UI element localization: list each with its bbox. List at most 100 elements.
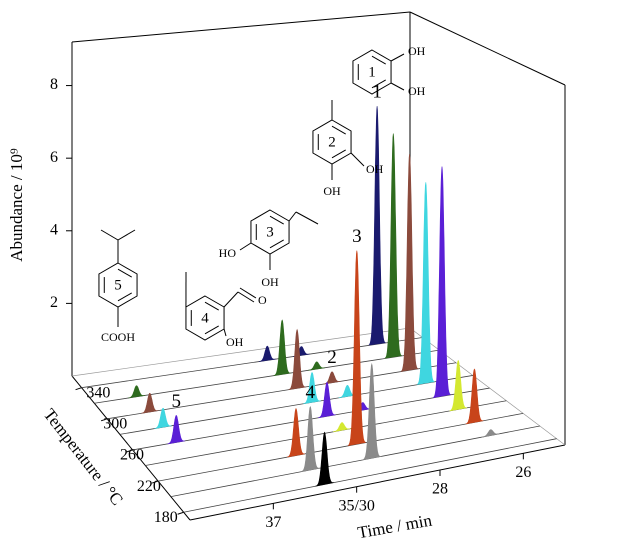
structure: 3 HO OH [219,209,319,289]
ring-double-bond [117,292,132,302]
peak-label: 2 [327,347,337,368]
ring-double-bond [269,239,284,249]
z-tick-label: 340 [86,384,110,401]
bond [117,229,136,241]
peak [449,359,468,412]
row-baseline [81,337,423,389]
peak [315,431,334,487]
bond [390,53,405,62]
peak [308,361,326,371]
bond [223,291,239,308]
z-tick [75,387,82,391]
peak-label: 4 [306,382,316,403]
peak [303,372,321,404]
bond [237,291,255,303]
ring-double-bond [331,125,346,135]
peak [432,166,451,399]
ring-double-bond [331,149,346,159]
y-tick-label: 6 [50,149,58,166]
floor-edge [409,327,566,446]
structure-number: 2 [328,134,336,150]
x-tick-label: 28 [432,481,448,498]
peak [258,345,276,362]
z-tick [100,418,108,422]
structure-number: 5 [114,277,122,293]
row-baseline [170,425,540,498]
peak [128,385,145,399]
functional-group: OH [408,44,426,58]
functional-group: OH [408,84,426,98]
peak [333,422,351,433]
peak [154,407,172,429]
axis-frame [409,11,566,86]
row-baseline [94,349,440,404]
bond [223,328,227,337]
z-tick-label: 300 [103,415,127,432]
peak [481,429,500,438]
peak-label: 1 [372,82,382,103]
z-tick [177,511,184,515]
peak [323,371,341,385]
z-tick-label: 260 [120,447,144,464]
y-tick-label: 2 [50,294,58,311]
floor-edge [71,327,411,377]
axis-frame [71,11,411,43]
peak [301,405,320,472]
x-axis-title: Time / min [356,510,434,542]
bond [288,211,297,222]
peak-label: 5 [171,391,181,412]
peak [384,133,402,359]
structure: 5 COOH [98,229,138,344]
functional-group: HO [219,246,237,260]
peak [318,381,336,418]
peak [273,319,291,376]
x-tick-label: 26 [515,464,531,481]
peak [416,182,435,385]
bond [100,229,119,241]
y-axis-title: Abundance / 10⁹ [7,148,26,262]
functional-group: O [258,293,267,307]
x-tick-label: 35/30 [338,497,374,514]
peak [362,362,381,461]
peak [368,106,387,346]
row-baseline [145,400,507,466]
ring-double-bond [269,215,284,225]
functional-group: COOH [101,330,135,344]
peak [347,250,366,446]
structure: 4 O OH [185,271,267,349]
structure-number: 4 [201,310,209,326]
bond [239,287,257,299]
functional-group: OH [323,184,341,198]
bond [390,82,405,91]
structure: 1 OH OH [352,44,426,98]
z-tick [151,480,159,484]
bond [239,242,252,251]
peak [400,154,419,372]
ring-double-bond [204,325,219,335]
y-tick-label: 4 [50,221,58,238]
ring-double-bond [204,301,219,311]
row-baseline [158,412,524,482]
bond [350,152,365,167]
ring-double-bond [371,55,386,65]
ring-double-bond [371,79,386,89]
structure-number: 3 [266,224,274,240]
z-tick-label: 180 [154,509,178,526]
row-baseline [107,362,457,420]
y-tick-label: 8 [50,76,58,93]
structure-number: 1 [368,64,376,80]
z-tick [126,449,133,453]
peak [465,368,484,425]
peak-label: 3 [352,226,362,247]
structure: 2 OH OH [312,100,384,198]
peak [288,328,306,390]
row-baseline [183,438,557,513]
z-tick-label: 220 [137,478,161,495]
functional-group: OH [261,275,279,289]
x-tick-label: 37 [265,514,281,531]
functional-group: OH [366,162,384,176]
peak [287,407,305,458]
axis-frame [189,444,566,521]
ring-double-bond [117,268,132,278]
